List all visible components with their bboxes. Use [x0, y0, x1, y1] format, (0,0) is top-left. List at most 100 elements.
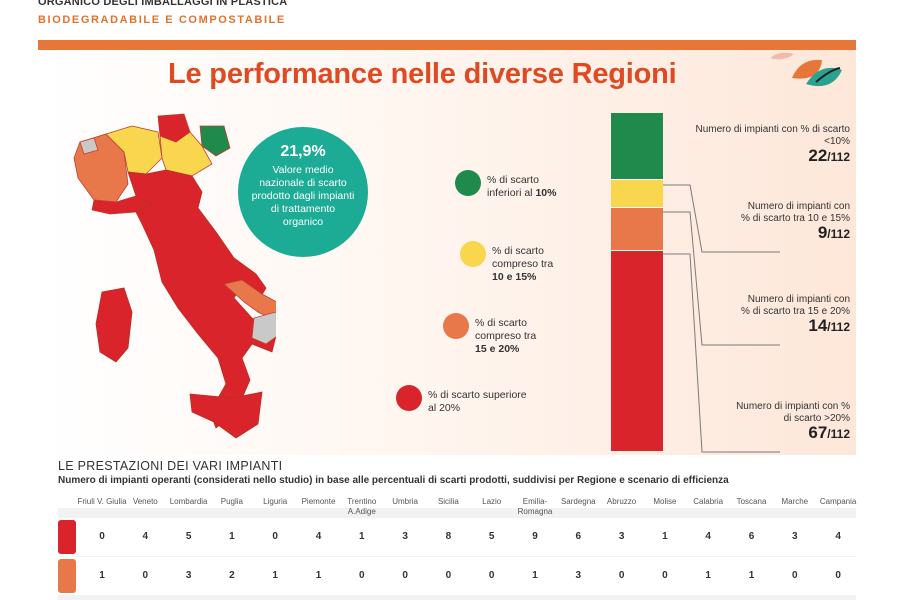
table-cell: 3 — [618, 531, 625, 542]
table-cell: 3 — [185, 570, 192, 581]
table-cell: 1 — [272, 570, 278, 581]
table-cell: 4 — [142, 531, 149, 542]
table-cell: 0 — [359, 570, 365, 581]
column-header: Emilia-Romagna — [517, 497, 553, 516]
row-color-swatch — [58, 559, 76, 593]
legend-text-red: % di scarto superiore al 20% — [428, 389, 527, 414]
page-title: Le performance nelle diverse Regioni — [168, 58, 677, 90]
legend-text-green: % di scarto inferiori al 10% — [487, 174, 557, 199]
table-cell: 1 — [99, 570, 105, 581]
connector-red — [663, 253, 780, 453]
legend-dot-red — [396, 385, 422, 411]
table-cell: 5 — [185, 531, 192, 542]
column-header: Umbria — [392, 497, 418, 506]
column-header: Abruzzo — [606, 497, 637, 506]
table-cell: 1 — [229, 531, 235, 542]
header-line-2: BIODEGRADABILE E COMPOSTABILE — [38, 14, 286, 26]
table-cell: 0 — [445, 570, 452, 581]
table-cell: 0 — [792, 570, 798, 581]
table-cell: 1 — [359, 531, 365, 542]
average-value: 21,9% — [280, 143, 326, 160]
column-header: Lombardia — [169, 497, 208, 506]
legend-text-yellow: % di scarto compreso tra 10 e 15% — [492, 245, 554, 283]
table-cell: 4 — [835, 531, 841, 542]
stack-segment-orange — [611, 206, 663, 250]
connector-orange — [663, 211, 780, 346]
region-valle-aosta — [79, 137, 99, 155]
annotation-green: Numero di impianti con % di scarto <10% … — [695, 124, 850, 165]
annotation-green-value: 22 — [808, 146, 828, 165]
table-cell: 0 — [618, 570, 625, 581]
table-cell: 1 — [315, 570, 322, 581]
table-cell: 5 — [488, 531, 495, 542]
region-basilicata — [251, 311, 276, 345]
column-header: Sicilia — [437, 497, 459, 506]
table-cell: 3 — [575, 570, 582, 581]
region-sicilia — [189, 391, 263, 439]
region-puglia — [223, 279, 276, 322]
annotation-yellow: Numero di impianti con % di scarto tra 1… — [741, 201, 850, 242]
annotation-yellow-value: 9 — [817, 223, 828, 242]
table-cell: 1 — [662, 531, 668, 542]
region-veneto — [159, 131, 213, 177]
table-row — [58, 518, 856, 556]
legend-dot-yellow — [460, 241, 486, 267]
leaf-logo-icon — [770, 52, 842, 87]
table-cell: 6 — [575, 531, 582, 542]
annotation-orange-value: 14 — [808, 316, 828, 335]
table-cell: 3 — [402, 531, 408, 542]
column-header: Toscana — [736, 497, 767, 506]
column-header: Marche — [781, 497, 809, 506]
column-header: Veneto — [132, 497, 158, 506]
region-sardegna — [95, 287, 133, 363]
legend-text-orange: % di scarto compreso tra 15 e 20% — [475, 317, 537, 355]
table-cell: 0 — [99, 531, 105, 542]
header-line-1: ORGANICO DEGLI IMBALLAGGI IN PLASTICA — [38, 0, 288, 8]
region-lombardia — [105, 125, 163, 175]
table-cell: 4 — [705, 531, 711, 542]
table-title: LE PRESTAZIONI DEI VARI IMPIANTI — [58, 459, 283, 473]
legend-dot-orange — [443, 313, 469, 339]
column-header: Liguria — [263, 497, 288, 506]
column-header: Friuli V. Giulia — [77, 497, 127, 506]
annotation-orange-label: Numero di impianti con % di scarto tra 1… — [741, 294, 850, 317]
column-header: Trentino A.Adige — [347, 497, 377, 516]
table-cell: 0 — [835, 570, 841, 581]
stack-segment-yellow — [611, 178, 663, 207]
row-color-swatch — [58, 520, 76, 554]
table-cell: 0 — [402, 570, 408, 581]
region-friuli — [199, 125, 231, 157]
table-cell: 1 — [748, 570, 755, 581]
stack-segment-green — [611, 113, 663, 179]
stacked-bar — [611, 113, 663, 451]
legend-dot-green — [455, 170, 481, 196]
column-header: Sardegna — [560, 497, 596, 506]
table-cell: 1 — [705, 570, 711, 581]
table-cell: 0 — [272, 531, 278, 542]
annotation-red-label: Numero di impianti con % di scarto >20% — [736, 401, 850, 424]
italy-map — [73, 113, 276, 439]
column-header: Campania — [819, 497, 857, 506]
column-header: Lazio — [482, 497, 502, 506]
annotation-red: Numero di impianti con % di scarto >20% … — [736, 401, 850, 442]
table-cell: 2 — [229, 570, 235, 581]
column-header: Molise — [653, 497, 677, 506]
annotation-yellow-label: Numero di impianti con % di scarto tra 1… — [741, 201, 850, 224]
region-peninsula — [127, 169, 276, 429]
table-cell: 4 — [315, 531, 322, 542]
table-subtitle: Numero di impianti operanti (considerati… — [58, 475, 729, 486]
table-cell: 1 — [532, 570, 538, 581]
connector-yellow — [663, 184, 780, 253]
column-header: Puglia — [220, 497, 244, 506]
column-header: Piemonte — [301, 497, 336, 506]
annotation-red-value: 67 — [808, 423, 828, 442]
annotation-green-label: Numero di impianti con % di scarto <10% — [695, 124, 850, 147]
table-cell: 9 — [532, 531, 538, 542]
annotation-orange: Numero di impianti con % di scarto tra 1… — [741, 294, 850, 335]
table-cell: 8 — [445, 531, 452, 542]
table-cell: 0 — [488, 570, 495, 581]
table-cell: 0 — [662, 570, 668, 581]
table-cell: 3 — [792, 531, 798, 542]
average-description: Valore medio nazionale di scarto prodott… — [251, 164, 355, 228]
